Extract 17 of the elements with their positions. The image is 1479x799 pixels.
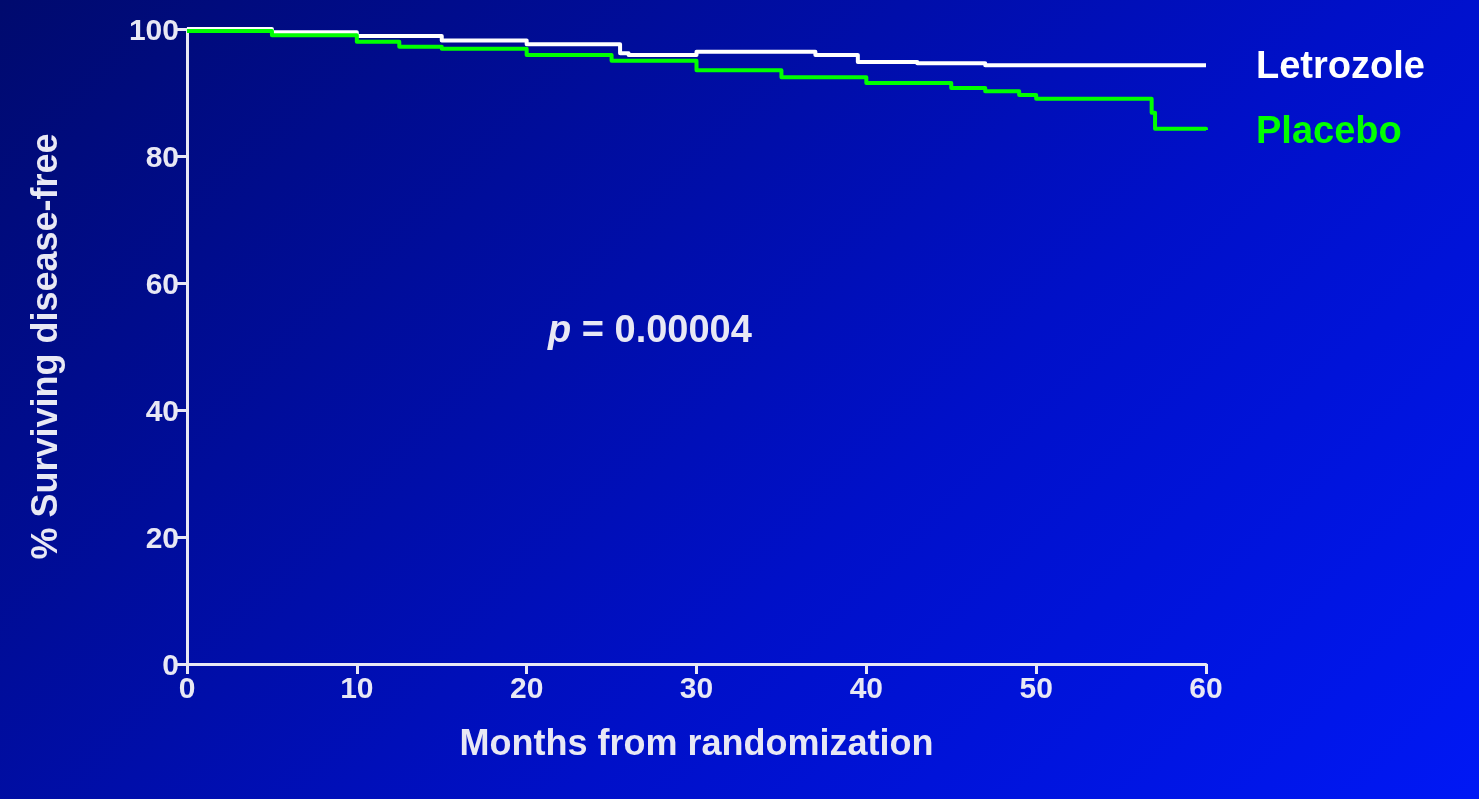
y-tick-label: 80 — [145, 139, 179, 173]
y-tick-label: 100 — [128, 12, 179, 46]
x-tick-label: 20 — [509, 670, 544, 704]
x-tick-label: 60 — [1189, 670, 1223, 704]
x-tick-label: 10 — [340, 670, 374, 704]
x-axis-title: Months from randomization — [459, 721, 934, 763]
y-tick-label: 20 — [145, 520, 179, 554]
y-tick-label: 0 — [162, 647, 179, 681]
annotation: p = 0.00004 — [547, 308, 752, 350]
series-label: Letrozole — [1256, 44, 1425, 87]
x-tick-label: 40 — [849, 670, 884, 704]
series-label: Placebo — [1256, 108, 1402, 151]
y-axis-title: % Surviving disease-free — [23, 133, 65, 560]
x-tick-label: 50 — [1019, 670, 1053, 704]
x-tick-label: 30 — [679, 670, 714, 704]
y-tick-label: 40 — [145, 393, 179, 427]
y-tick-label: 60 — [145, 266, 179, 300]
